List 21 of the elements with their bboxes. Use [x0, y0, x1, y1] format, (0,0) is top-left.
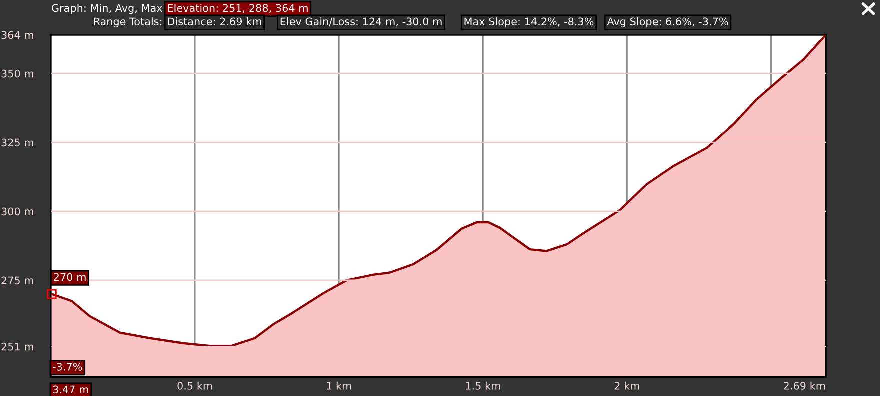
x-tick-label: 2.69 km: [784, 382, 826, 390]
annotation: -3.7%: [53, 363, 82, 371]
x-tick-label: 2 km: [614, 382, 640, 390]
text: Range Totals:: [94, 18, 162, 28]
x-tick-label: 1 km: [327, 382, 352, 390]
annotation: 270 m: [54, 273, 86, 282]
y-tick-label: 300 m: [2, 208, 34, 216]
y-tick-label: 325 m: [2, 138, 34, 147]
y-tick-label: 275 m: [2, 276, 34, 285]
text: 3.47 m: [53, 386, 88, 394]
y-tick-label: 364 m: [2, 31, 34, 40]
y-tick-label: 350 m: [2, 70, 34, 78]
x-tick-label: 0.5 km: [178, 382, 212, 390]
text: Elevation: 251, 288, 364 m: [168, 4, 308, 14]
text: Distance: 2.69 km: [168, 18, 262, 26]
text: Elev Gain/Loss: 124 m, -30.0 m: [280, 18, 442, 27]
text: Max Slope: 14.2%, -8.3%: [464, 18, 594, 28]
x-tick-label: 1.5 km: [466, 382, 500, 390]
y-tick-label: 251 m: [2, 342, 34, 351]
text: Graph: Min, Avg, Max: [52, 4, 162, 14]
text: Avg Slope: 6.6%, -3.7%: [607, 18, 728, 28]
